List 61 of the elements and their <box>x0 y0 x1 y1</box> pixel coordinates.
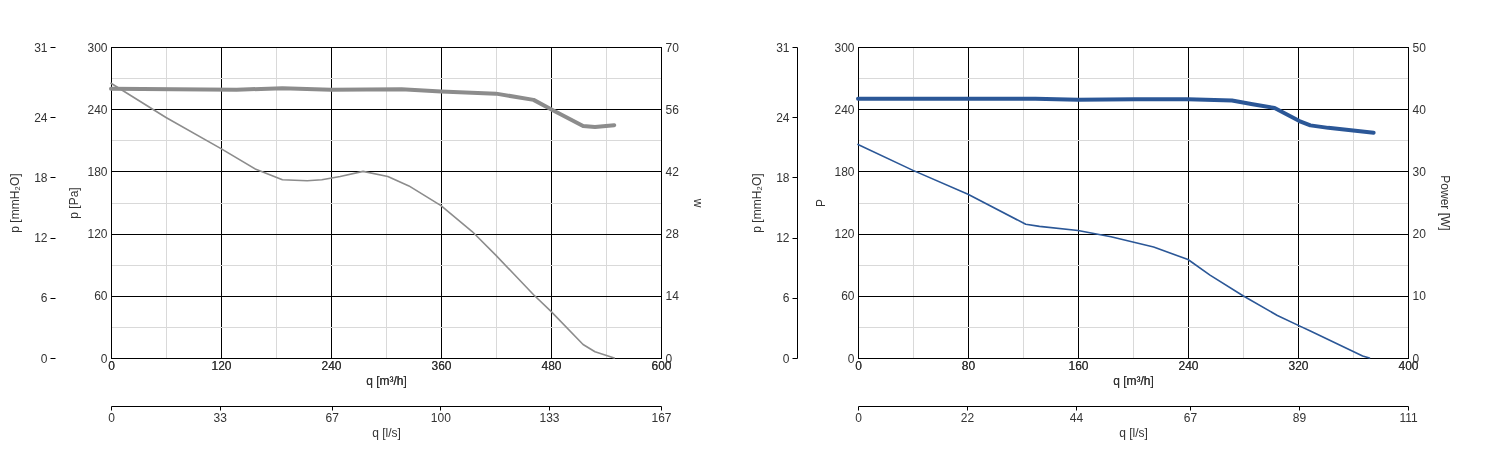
y-tick-label: 60 <box>94 289 108 304</box>
y-axis-title: P <box>814 198 829 208</box>
y-tick-label: 120 <box>834 227 855 242</box>
x2-tick-label: 89 <box>1292 410 1307 425</box>
x2-tick-label: 100 <box>430 410 452 425</box>
y3-tick-label: 18 <box>776 170 790 185</box>
x-tick-label: 320 <box>1288 358 1309 373</box>
y3-axis-title: p [mmH₂O] <box>8 173 23 233</box>
y2-tick-label: 56 <box>665 102 680 117</box>
x-tick-label: 160 <box>1068 358 1089 373</box>
y3-tick-label: 31 <box>776 40 790 55</box>
x2-tick-label: 167 <box>651 410 672 425</box>
y2-tick-label: 10 <box>1412 289 1427 304</box>
y2-tick-label: 30 <box>1412 164 1427 179</box>
x-axis-title: q [m³/h] <box>1113 373 1154 388</box>
y2-tick-label: 40 <box>1412 102 1427 117</box>
y-tick-label: 60 <box>841 289 855 304</box>
y-tick-label: 240 <box>87 102 108 117</box>
x-tick-label: 80 <box>961 358 976 373</box>
y-tick-label: 300 <box>834 40 855 55</box>
y3-tick-label: 6 <box>40 291 48 306</box>
x-tick-label: 120 <box>211 358 232 373</box>
x-tick-label: 360 <box>431 358 452 373</box>
y2-tick-label: 14 <box>665 289 680 304</box>
x2-axis-title: q [l/s] <box>1119 425 1148 440</box>
x2-tick-label: 111 <box>1399 410 1418 425</box>
y2-axis-title: Power [W] <box>1437 175 1452 231</box>
y2-axis-title: w <box>690 197 705 208</box>
line-series <box>110 82 616 359</box>
x-axis-title: q [m³/h] <box>366 373 407 388</box>
y3-tick-label: 18 <box>34 170 48 185</box>
x2-tick-label: 33 <box>213 410 228 425</box>
y3-tick-label: 24 <box>34 110 48 125</box>
line-series <box>857 143 1371 359</box>
y2-tick-label: 50 <box>1412 40 1427 55</box>
y-tick-label: 120 <box>87 227 108 242</box>
y-tick-label: 240 <box>834 102 855 117</box>
y3-tick-label: 6 <box>782 291 790 306</box>
line-series <box>856 96 1376 135</box>
y3-tick-label: 31 <box>34 40 48 55</box>
x2-tick-label: 67 <box>325 410 340 425</box>
y3-tick-label: 12 <box>776 231 790 246</box>
y-axis-title: p [Pa] <box>67 187 82 219</box>
x2-axis-title: q [l/s] <box>372 425 401 440</box>
x2-tick-label: 133 <box>539 410 560 425</box>
x2-tick-label: 67 <box>1183 410 1198 425</box>
y-tick-label: 180 <box>87 164 108 179</box>
y-tick-label: 180 <box>834 164 855 179</box>
x-tick-label: 240 <box>1178 358 1199 373</box>
y2-tick-label: 20 <box>1412 227 1427 242</box>
x2-tick-label: 22 <box>960 410 975 425</box>
x-tick-label: 240 <box>321 358 342 373</box>
y2-tick-label: 70 <box>665 40 680 55</box>
y-tick-label: 300 <box>87 40 108 55</box>
y2-tick-label: 28 <box>665 227 680 242</box>
y3-axis-title: p [mmH₂O] <box>750 173 765 233</box>
y3-tick-label: 12 <box>34 231 48 246</box>
x2-tick-label: 44 <box>1069 410 1084 425</box>
x-tick-label: 480 <box>541 358 562 373</box>
y3-tick-label: 24 <box>776 110 790 125</box>
y2-tick-label: 42 <box>665 164 680 179</box>
